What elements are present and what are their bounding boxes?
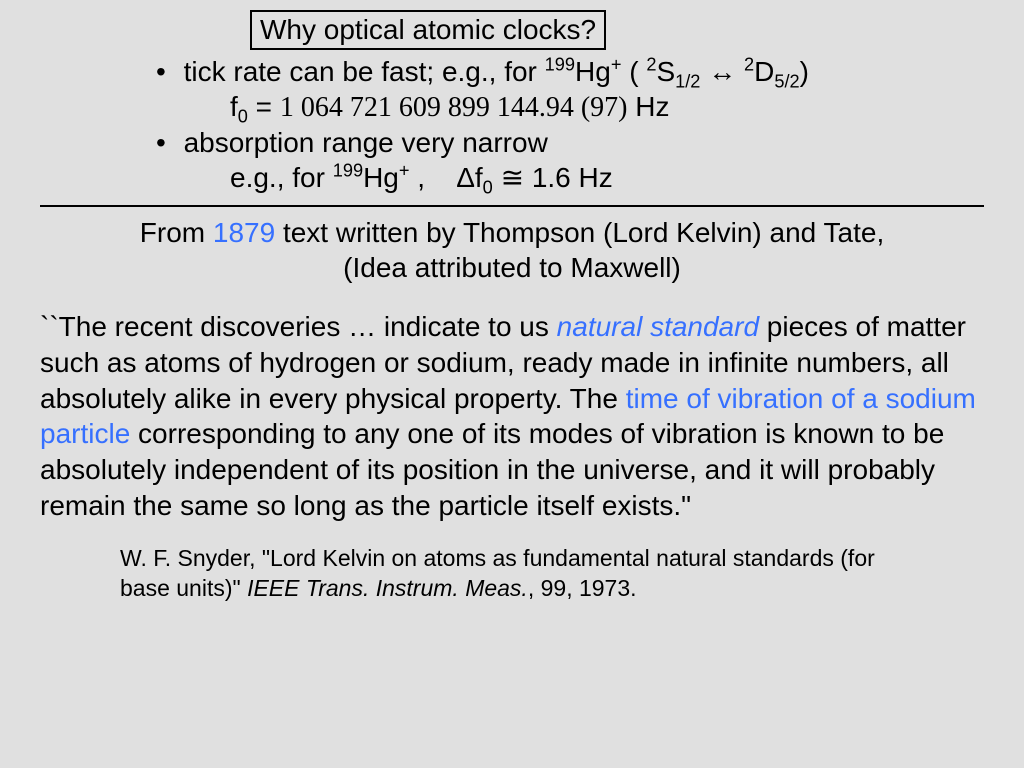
bullet-list: tick rate can be fast; e.g., for 199Hg+ … (40, 54, 984, 195)
quote-c: corresponding to any one of its modes of… (40, 418, 944, 521)
bullet-1: tick rate can be fast; e.g., for 199Hg+ … (180, 54, 984, 125)
b2-comma: , (410, 162, 457, 193)
freq-unit: Hz (627, 91, 669, 122)
attribution-line1: From 1879 text written by Thompson (Lord… (40, 215, 984, 250)
b2-val: 1.6 Hz (532, 162, 613, 193)
b2-charge-sup: + (399, 161, 410, 181)
attr-post: text written by Thompson (Lord Kelvin) a… (275, 217, 884, 248)
bullet-2: absorption range very narrow e.g., for 1… (180, 125, 984, 195)
f-sub: 0 (238, 107, 248, 127)
isotope: Hg (575, 56, 611, 87)
term1-sup: 2 (646, 55, 656, 75)
quote-highlight1: natural standard (557, 311, 759, 342)
slide-title: Why optical atomic clocks? (250, 10, 606, 50)
citation-rest: , 99, 1973. (528, 575, 637, 601)
term1: S (656, 56, 675, 87)
b1-subline: f0 = 1 064 721 609 899 144.94 (97) Hz (180, 89, 984, 125)
b2-isotope: Hg (363, 162, 399, 193)
isotope-sup: 199 (545, 55, 575, 75)
paren-close: ) (800, 56, 809, 87)
attribution-line2: (Idea attributed to Maxwell) (40, 250, 984, 285)
divider (40, 205, 984, 207)
b2-fsub: 0 (483, 178, 493, 198)
attr-pre: From (140, 217, 213, 248)
b2-pre: e.g., for (230, 162, 333, 193)
f-symbol: f (230, 91, 238, 122)
term2-sub: 5/2 (774, 72, 799, 92)
b2-subline: e.g., for 199Hg+ , Δf0 ≅ 1.6 Hz (180, 160, 984, 195)
b2-isotope-sup: 199 (333, 161, 363, 181)
b1-text: tick rate can be fast; e.g., for (184, 56, 545, 87)
term1-sub: 1/2 (675, 72, 700, 92)
freq-value: 1 064 721 609 899 144.94 (97) (280, 92, 628, 123)
attribution-block: From 1879 text written by Thompson (Lord… (40, 215, 984, 285)
citation-journal: IEEE Trans. Instrum. Meas. (247, 575, 528, 601)
arrow: ↔ (700, 56, 744, 87)
attr-year: 1879 (213, 217, 275, 248)
quote-block: ``The recent discoveries … indicate to u… (40, 309, 984, 524)
citation: W. F. Snyder, "Lord Kelvin on atoms as f… (40, 544, 984, 604)
paren-open: ( (621, 56, 646, 87)
quote-a: ``The recent discoveries … indicate to u… (40, 311, 557, 342)
term2-sup: 2 (744, 55, 754, 75)
b2-text: absorption range very narrow (184, 127, 548, 158)
b2-f: f (475, 162, 483, 193)
delta: Δ (456, 162, 475, 193)
eq: = (248, 91, 280, 122)
approx: ≅ (493, 162, 532, 193)
term2: D (754, 56, 774, 87)
charge-sup: + (611, 55, 622, 75)
